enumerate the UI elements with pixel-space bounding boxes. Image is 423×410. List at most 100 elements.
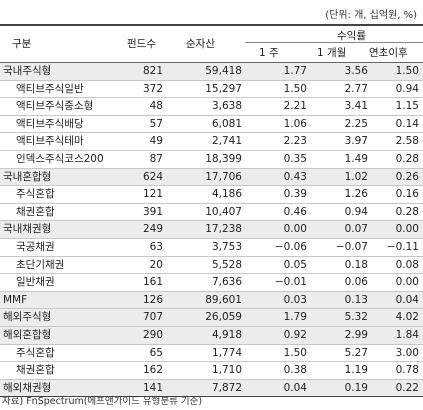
- table-row: 초단기채권 20 5,528 0.05 0.18 0.08: [0, 257, 423, 275]
- assets-cell: 26,059: [205, 311, 242, 324]
- return-ytd-cell: 1.50: [395, 65, 419, 77]
- return-1month-cell: 1.26: [344, 188, 368, 201]
- table-row: 인덱스주식코스200 87 18,399 0.35 1.49 0.28: [0, 151, 423, 169]
- return-1week-cell: −0.06: [274, 240, 307, 253]
- funds-cell: 63: [149, 240, 163, 253]
- table-header: 구분 펀드수 순자산 수익률 1 주 1 개월 연초이후: [0, 26, 423, 63]
- return-1week-cell: −0.01: [274, 276, 307, 289]
- category-cell: 주식혼합: [16, 188, 55, 201]
- return-1week-cell: 1.06: [283, 117, 307, 130]
- category-cell: 초단기채권: [16, 258, 65, 271]
- return-1week-cell: 0.00: [283, 223, 307, 236]
- funds-cell: 372: [142, 82, 163, 95]
- table-row: 액티브주식배당 57 6,081 1.06 2.25 0.14: [0, 116, 423, 134]
- assets-cell: 3,638: [211, 100, 242, 113]
- category-cell: 주식혼합: [16, 346, 55, 359]
- return-1week-cell: 0.38: [283, 364, 307, 377]
- table-row: 국내주식형 821 59,418 1.77 3.56 1.50: [0, 63, 423, 81]
- category-cell: 액티브주식배당: [16, 117, 84, 130]
- assets-cell: 1,710: [211, 364, 242, 377]
- category-cell: 액티브주식테마: [16, 135, 84, 148]
- table-row: 주식혼합 65 1,774 1.50 5.27 3.00: [0, 345, 423, 363]
- unit-note: (단위: 개, 십억원, %): [325, 10, 417, 21]
- return-ytd-cell: 2.58: [395, 135, 419, 148]
- assets-cell: 17,706: [205, 170, 242, 183]
- funds-cell: 49: [149, 135, 163, 148]
- return-ytd-cell: 4.02: [395, 311, 419, 324]
- category-cell: 액티브주식중소형: [16, 100, 94, 113]
- table-row: 채권혼합 391 10,407 0.46 0.94 0.28: [0, 204, 423, 222]
- return-1month-cell: 1.19: [344, 364, 368, 377]
- return-ytd-cell: 0.08: [395, 258, 419, 271]
- header-returns: 수익률: [337, 30, 366, 42]
- funds-cell: 20: [149, 258, 163, 271]
- return-1week-cell: 0.39: [283, 188, 307, 201]
- return-1month-cell: 2.25: [344, 117, 368, 130]
- assets-cell: 18,399: [205, 152, 242, 165]
- return-1week-cell: 1.50: [283, 346, 307, 359]
- return-1week-cell: 2.23: [283, 135, 307, 148]
- return-ytd-cell: 3.00: [395, 346, 419, 359]
- header-category: 구분: [12, 38, 32, 50]
- table-row: 해외혼합형 290 4,918 0.92 2.99 1.84: [0, 326, 423, 345]
- category-cell: 국공채권: [16, 240, 55, 253]
- category-cell: 해외주식형: [3, 311, 52, 324]
- assets-cell: 5,528: [211, 258, 242, 271]
- return-ytd-cell: −0.11: [386, 240, 419, 253]
- return-ytd-cell: 0.00: [395, 223, 419, 236]
- funds-cell: 162: [142, 364, 163, 377]
- category-cell: 국내혼합형: [3, 170, 52, 183]
- return-1month-cell: 3.41: [344, 100, 368, 113]
- category-cell: 채권혼합: [16, 205, 55, 218]
- funds-cell: 87: [149, 152, 163, 165]
- source-note: 자료) FnSpectrum(에프앤가이드 유형분류 기준): [2, 396, 203, 407]
- table-row: 일반채권 161 7,636 −0.01 0.06 0.00: [0, 274, 423, 292]
- return-1week-cell: 0.46: [283, 205, 307, 218]
- return-1week-cell: 1.50: [283, 82, 307, 95]
- return-1month-cell: 2.99: [344, 328, 368, 341]
- return-1month-cell: 0.07: [344, 223, 368, 236]
- return-1month-cell: 5.27: [344, 346, 368, 359]
- table-row: 해외채권형 141 7,872 0.04 0.19 0.22: [0, 379, 423, 398]
- return-1month-cell: 1.49: [344, 152, 368, 165]
- table-row: 주식혼합 121 4,186 0.39 1.26 0.16: [0, 186, 423, 204]
- return-1week-cell: 2.21: [283, 100, 307, 113]
- return-1month-cell: 1.02: [344, 170, 368, 183]
- header-1month: 1 개월: [317, 47, 347, 59]
- funds-cell: 65: [149, 346, 163, 359]
- table-row: MMF 126 89,601 0.03 0.13 0.04: [0, 291, 423, 310]
- table-row: 국공채권 63 3,753 −0.06 −0.07 −0.11: [0, 239, 423, 257]
- assets-cell: 17,238: [205, 223, 242, 236]
- header-funds: 펀드수: [127, 38, 156, 50]
- table-row: 국내채권형 249 17,238 0.00 0.07 0.00: [0, 221, 423, 239]
- return-1week-cell: 0.04: [283, 381, 307, 394]
- header-assets: 순자산: [186, 38, 215, 50]
- funds-cell: 249: [142, 223, 163, 236]
- funds-cell: 624: [142, 170, 163, 183]
- table-row: 국내혼합형 624 17,706 0.43 1.02 0.26: [0, 168, 423, 187]
- return-1month-cell: −0.07: [335, 240, 368, 253]
- return-1week-cell: 0.03: [283, 293, 307, 306]
- assets-cell: 15,297: [205, 82, 242, 95]
- assets-cell: 7,636: [211, 276, 242, 289]
- return-1month-cell: 0.19: [344, 381, 368, 394]
- return-ytd-cell: 0.26: [395, 170, 419, 183]
- funds-cell: 141: [142, 381, 163, 394]
- table-row: 해외주식형 707 26,059 1.79 5.32 4.02: [0, 309, 423, 327]
- table-body: 국내주식형 821 59,418 1.77 3.56 1.50 액티브주식일반 372 15,2…: [0, 63, 423, 398]
- assets-cell: 10,407: [205, 205, 242, 218]
- category-cell: 해외채권형: [3, 381, 52, 394]
- return-1week-cell: 1.79: [283, 311, 307, 324]
- category-cell: 국내주식형: [3, 65, 52, 77]
- category-cell: 해외혼합형: [3, 328, 52, 341]
- return-1week-cell: 0.92: [283, 328, 307, 341]
- funds-cell: 821: [142, 65, 163, 77]
- return-ytd-cell: 1.15: [395, 100, 419, 113]
- category-cell: 인덱스주식코스200: [16, 152, 104, 165]
- return-ytd-cell: 0.00: [395, 276, 419, 289]
- return-ytd-cell: 0.28: [395, 152, 419, 165]
- table-row: 액티브주식테마 49 2,741 2.23 3.97 2.58: [0, 133, 423, 151]
- assets-cell: 6,081: [211, 117, 242, 130]
- funds-cell: 48: [149, 100, 163, 113]
- funds-cell: 391: [142, 205, 163, 218]
